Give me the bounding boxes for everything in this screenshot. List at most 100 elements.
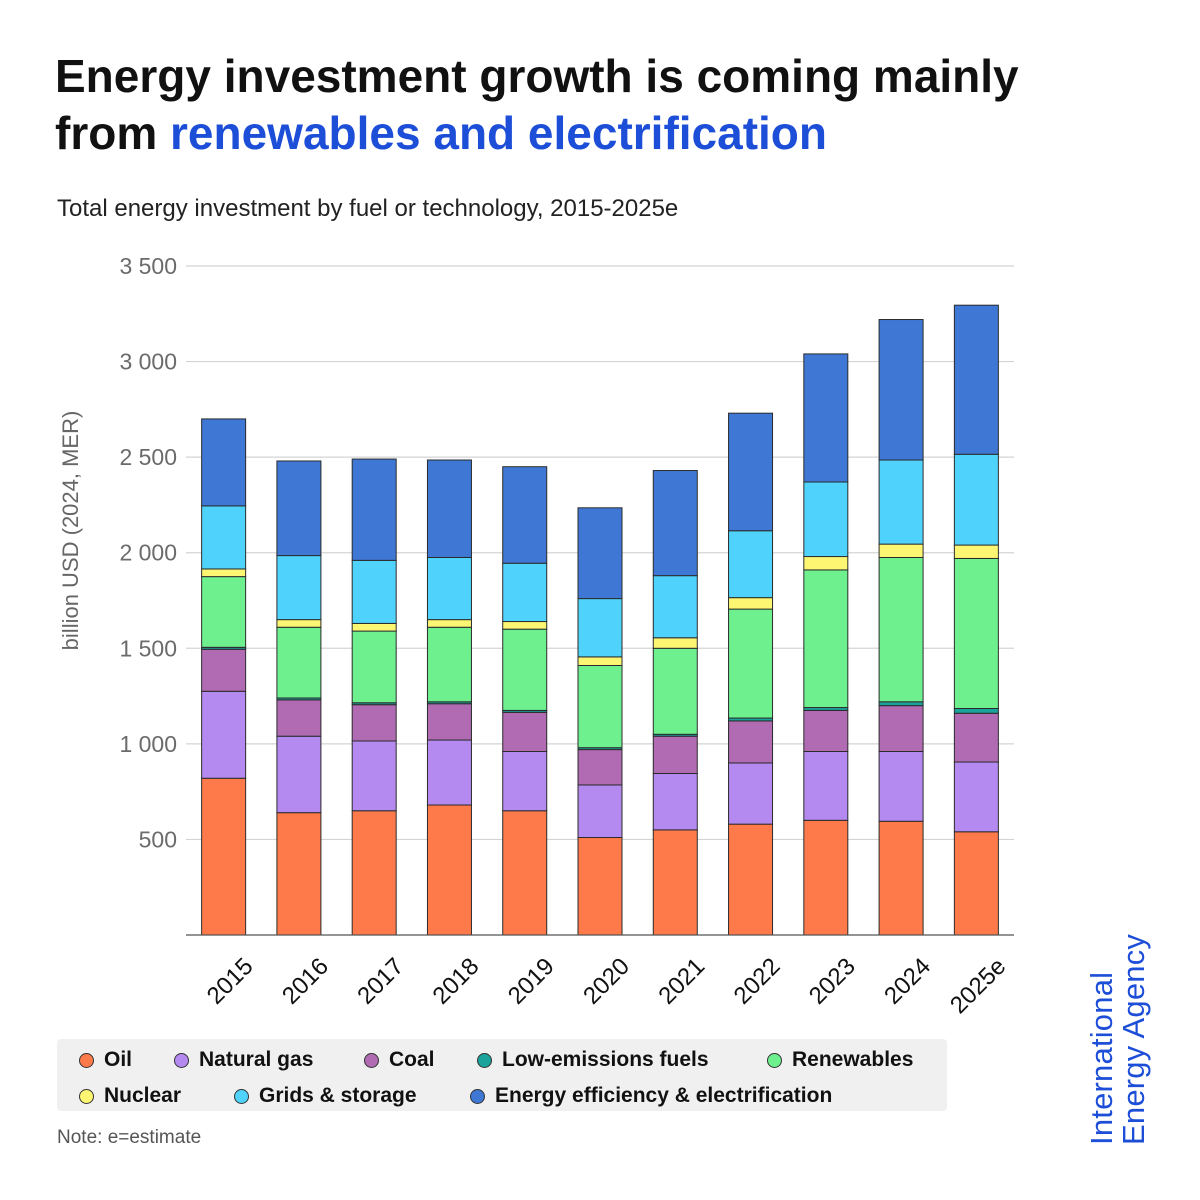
bar-segment	[652, 637, 698, 649]
x-tick-label: 2015	[202, 953, 259, 1010]
bar-segment	[953, 304, 999, 455]
bar-stack-2015	[201, 418, 247, 936]
x-tick-label: 2019	[503, 953, 560, 1010]
bar-segment	[502, 628, 548, 711]
legend-item-grids-storage: Grids & storage	[234, 1084, 417, 1108]
bar-segment	[652, 772, 698, 831]
bar-segment	[728, 608, 774, 719]
legend-swatch	[470, 1088, 485, 1104]
bar-stack-2022	[728, 412, 774, 936]
bar-segment	[276, 812, 322, 936]
bar-stack-2021	[652, 470, 698, 936]
legend-swatch	[79, 1088, 94, 1104]
bar-segment	[201, 690, 247, 779]
bar-segment	[577, 837, 623, 936]
bar-segment	[878, 820, 924, 936]
legend-label: Nuclear	[104, 1084, 182, 1107]
bar-segment	[201, 777, 247, 936]
bar-segment	[276, 735, 322, 814]
legend-label: Low-emissions fuels	[502, 1048, 709, 1071]
chart-note: Note: e=estimate	[57, 1127, 202, 1148]
y-axis-ticks: 500 1 000 1 500 2 000 2 500 3 000 3 500	[119, 253, 177, 852]
bar-segment	[803, 709, 849, 753]
bar-segment	[953, 761, 999, 833]
legend-item-oil: Oil	[79, 1048, 132, 1072]
bars	[201, 304, 999, 936]
bar-segment	[276, 619, 322, 628]
bar-segment	[426, 626, 472, 703]
bar-segment	[878, 319, 924, 461]
legend-item-nuclear: Nuclear	[79, 1084, 181, 1108]
bar-stack-2023	[803, 353, 849, 936]
bar-stack-2025e	[953, 304, 999, 936]
bar-segment	[652, 735, 698, 774]
bar-segment	[728, 823, 774, 936]
bar-segment	[652, 829, 698, 936]
legend-label: Coal	[389, 1048, 435, 1071]
legend-label: Oil	[104, 1048, 133, 1071]
bar-segment	[201, 648, 247, 692]
bar-segment	[803, 353, 849, 483]
bar-segment	[276, 460, 322, 557]
x-tick-label: 2022	[729, 953, 786, 1010]
x-tick-label: 2021	[653, 953, 710, 1010]
chart-subtitle: Total energy investment by fuel or techn…	[57, 195, 679, 222]
bar-segment	[803, 819, 849, 936]
bar-segment	[878, 751, 924, 822]
bar-segment	[577, 664, 623, 749]
bar-segment	[803, 569, 849, 709]
bar-segment	[201, 568, 247, 578]
x-tick-label: 2017	[352, 953, 409, 1010]
bar-segment	[652, 470, 698, 577]
legend-item-energy-efficiency: Energy efficiency & electrification	[470, 1084, 832, 1108]
iea-logo: International Energy Agency	[1084, 934, 1151, 1145]
legend-item-low-emissions-fuels: Low-emissions fuels	[477, 1048, 709, 1072]
legend-swatch	[767, 1052, 782, 1068]
y-tick-label: 3 500	[119, 253, 177, 279]
bar-segment	[878, 556, 924, 703]
bar-segment	[502, 621, 548, 630]
bar-stack-2016	[276, 460, 322, 936]
bar-segment	[803, 751, 849, 821]
bar-segment	[728, 530, 774, 599]
bar-segment	[803, 481, 849, 558]
bar-segment	[502, 751, 548, 812]
legend: Oil Natural gas Coal Low-emissions fuels…	[57, 1039, 947, 1111]
bar-segment	[502, 810, 548, 936]
bar-segment	[276, 555, 322, 621]
bar-segment	[652, 647, 698, 735]
bar-segment	[577, 656, 623, 666]
bar-segment	[953, 712, 999, 763]
bar-segment	[201, 505, 247, 570]
legend-swatch	[79, 1052, 94, 1068]
legend-label: Renewables	[792, 1048, 914, 1071]
title-main: Energy investment growth is coming mainl…	[55, 50, 1019, 159]
y-tick-label: 3 000	[119, 349, 177, 375]
bar-segment	[502, 562, 548, 623]
bar-stack-2020	[577, 507, 623, 936]
bar-segment	[953, 544, 999, 559]
bar-segment	[577, 749, 623, 786]
bar-segment	[728, 762, 774, 825]
bar-segment	[351, 704, 397, 742]
bar-segment	[201, 418, 247, 507]
bar-segment	[426, 459, 472, 558]
bar-segment	[351, 810, 397, 936]
y-axis-title: billion USD (2024, MER)	[58, 411, 83, 651]
legend-swatch	[174, 1052, 189, 1068]
bar-stack-2018	[426, 459, 472, 936]
y-tick-label: 2 000	[119, 540, 177, 566]
x-tick-label: 2025e	[945, 953, 1011, 1019]
bar-segment	[426, 703, 472, 741]
bar-segment	[803, 556, 849, 571]
legend-item-renewables: Renewables	[767, 1048, 913, 1072]
bar-segment	[351, 458, 397, 561]
logo-line-1: International	[1084, 971, 1119, 1145]
bar-stack-2024	[878, 319, 924, 936]
legend-swatch	[477, 1052, 492, 1068]
legend-label: Energy efficiency & electrification	[495, 1084, 833, 1107]
bar-segment	[953, 453, 999, 546]
x-tick-label: 2023	[804, 953, 861, 1010]
x-axis-ticks: 2015 2016 2017 2018 2019 2020 2021 2022 2023 2024…	[202, 953, 1012, 1019]
